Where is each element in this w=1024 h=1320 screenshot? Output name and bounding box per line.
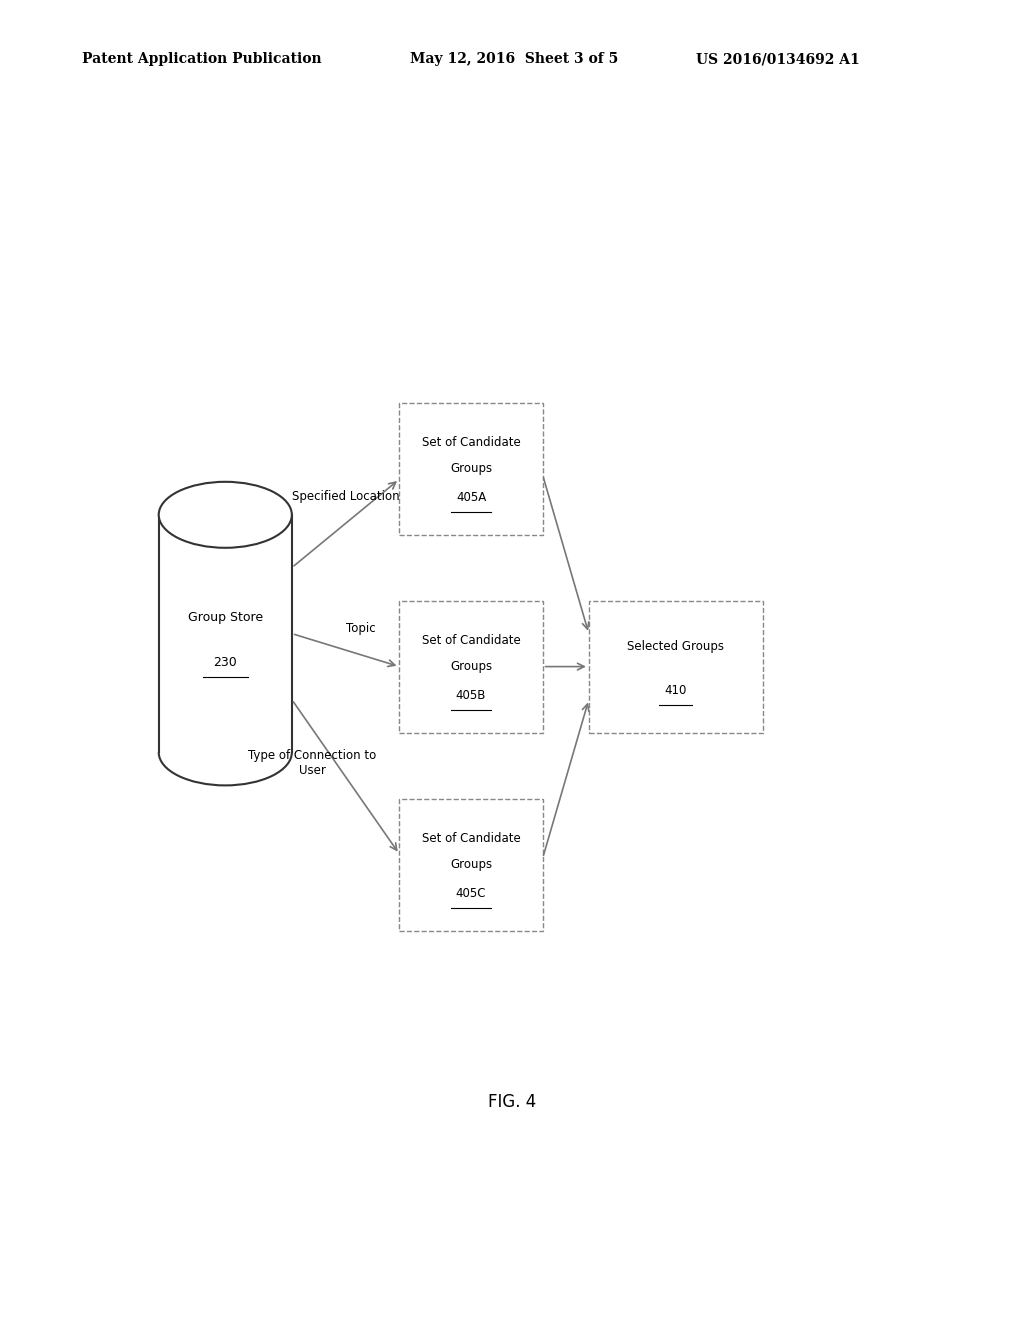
- Text: Selected Groups: Selected Groups: [628, 640, 724, 653]
- FancyBboxPatch shape: [399, 799, 543, 931]
- FancyBboxPatch shape: [399, 601, 543, 733]
- Text: FIG. 4: FIG. 4: [487, 1093, 537, 1111]
- Text: Set of Candidate: Set of Candidate: [422, 832, 520, 845]
- Text: Set of Candidate: Set of Candidate: [422, 634, 520, 647]
- Text: 230: 230: [213, 656, 238, 669]
- FancyBboxPatch shape: [589, 601, 763, 733]
- Text: Type of Connection to
User: Type of Connection to User: [248, 748, 377, 777]
- Text: Groups: Groups: [450, 660, 493, 673]
- Ellipse shape: [159, 482, 292, 548]
- Text: Patent Application Publication: Patent Application Publication: [82, 53, 322, 66]
- Text: Groups: Groups: [450, 858, 493, 871]
- Text: May 12, 2016  Sheet 3 of 5: May 12, 2016 Sheet 3 of 5: [410, 53, 617, 66]
- Text: 405C: 405C: [456, 887, 486, 900]
- Text: Specified Location: Specified Location: [292, 490, 400, 503]
- Text: Group Store: Group Store: [187, 611, 263, 624]
- Text: Groups: Groups: [450, 462, 493, 475]
- Text: US 2016/0134692 A1: US 2016/0134692 A1: [696, 53, 860, 66]
- Text: 405B: 405B: [456, 689, 486, 702]
- Text: 405A: 405A: [456, 491, 486, 504]
- FancyBboxPatch shape: [399, 403, 543, 535]
- Text: 410: 410: [665, 684, 687, 697]
- Text: Topic: Topic: [346, 622, 375, 635]
- Text: Set of Candidate: Set of Candidate: [422, 436, 520, 449]
